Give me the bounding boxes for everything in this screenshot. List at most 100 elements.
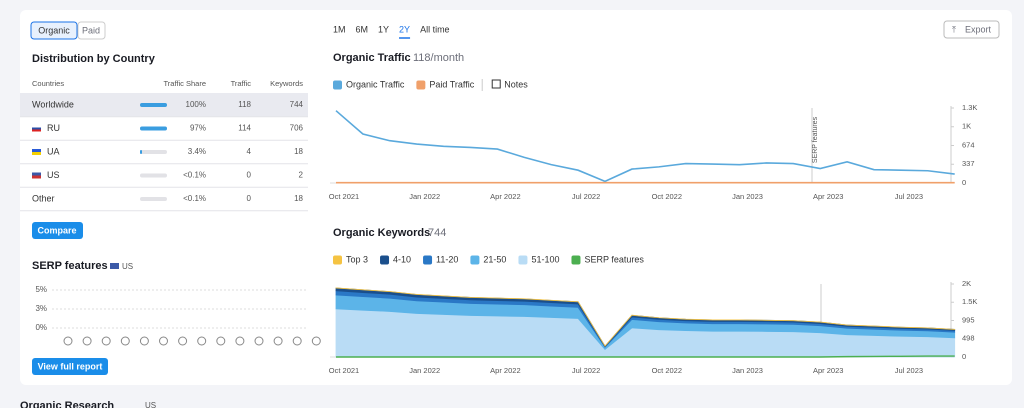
legend-checkbox[interactable] — [470, 255, 480, 265]
legend-checkbox[interactable] — [333, 255, 342, 265]
cell: 744 — [290, 100, 304, 109]
x-tick-label: Apr 2022 — [490, 192, 520, 201]
y-tick-label: 2K — [962, 279, 971, 288]
share-track — [140, 173, 167, 178]
y-tick-label: 674 — [962, 140, 975, 149]
legend-label[interactable]: SERP features — [584, 254, 644, 264]
column-header: Countries — [32, 79, 64, 88]
tab-label[interactable]: Organic — [38, 25, 70, 35]
legend-label[interactable]: Top 3 — [346, 254, 368, 264]
period-tab[interactable]: All time — [420, 24, 450, 34]
compare-button[interactable] — [32, 222, 83, 239]
x-tick-label: Jul 2022 — [572, 192, 600, 201]
icon — [178, 336, 188, 346]
chart-title: Organic Traffic — [333, 52, 411, 64]
x-tick-label: Apr 2023 — [813, 366, 843, 375]
chart-subtitle: 744 — [428, 227, 446, 239]
period-tab[interactable]: 2Y — [399, 24, 410, 34]
button-label[interactable]: Compare — [37, 225, 76, 235]
icon — [254, 336, 264, 346]
cell: 4 — [247, 147, 252, 156]
y-tick-label: 0 — [962, 352, 966, 361]
full-report-button[interactable] — [32, 358, 108, 375]
country: Worldwide — [32, 99, 74, 109]
share-bar — [140, 103, 167, 107]
flag — [32, 152, 41, 155]
section-title: SERP features — [32, 260, 108, 272]
tick-label: 3% — [35, 304, 47, 313]
period-tab[interactable]: 6M — [356, 24, 369, 34]
legend-label[interactable]: Paid Traffic — [429, 79, 474, 89]
x-tick-label: Jan 2022 — [409, 192, 440, 201]
cell: 2 — [299, 171, 304, 180]
icon — [273, 336, 283, 346]
country: RU — [47, 123, 60, 133]
button-label[interactable]: Export — [965, 24, 992, 34]
cell: 706 — [290, 124, 304, 133]
legend-checkbox[interactable] — [423, 255, 433, 265]
tab-label[interactable]: Paid — [82, 25, 100, 35]
cell: 3.4% — [188, 147, 206, 156]
y-tick-label: 498 — [962, 334, 975, 343]
tab-organic[interactable] — [30, 21, 78, 40]
x-tick-label: Jul 2023 — [895, 192, 923, 201]
chart-title: Organic Keywords — [333, 227, 430, 239]
cell: 18 — [294, 147, 303, 156]
stacked-area — [335, 287, 956, 347]
export-button[interactable] — [943, 20, 1000, 39]
x-tick-label: Apr 2022 — [490, 366, 520, 375]
legend-checkbox[interactable] — [333, 80, 342, 90]
icon — [197, 336, 207, 346]
y-tick-label: 1.5K — [962, 297, 977, 306]
legend-checkbox[interactable] — [518, 255, 528, 265]
cell: 18 — [294, 194, 303, 203]
legend-label[interactable]: 21-50 — [483, 254, 506, 264]
legend-checkbox[interactable] — [571, 255, 581, 265]
icon — [101, 336, 111, 346]
country: US — [47, 170, 60, 180]
tab-paid[interactable] — [77, 21, 106, 40]
annotation: SERP features — [812, 116, 819, 163]
series-line — [336, 355, 955, 358]
icon — [292, 336, 302, 346]
flag — [32, 125, 41, 128]
y-tick-label: 995 — [962, 315, 975, 324]
cell: <0.1% — [183, 194, 206, 203]
footer-title: Organic Research — [20, 400, 114, 408]
export-icon[interactable]: ⤒ — [952, 24, 956, 34]
cell: <0.1% — [183, 171, 206, 180]
flag — [32, 175, 41, 179]
icon — [120, 336, 130, 346]
button-label[interactable]: View full report — [38, 361, 103, 371]
flag — [110, 263, 119, 269]
notes[interactable]: Notes — [504, 79, 528, 89]
flag — [32, 149, 41, 152]
column-header: Traffic — [231, 79, 252, 88]
column-header: Traffic Share — [163, 79, 206, 88]
flag — [32, 129, 41, 132]
share-bar — [140, 150, 142, 154]
cell: 0 — [247, 194, 252, 203]
legend-checkbox[interactable] — [380, 255, 390, 265]
share-bar — [140, 126, 167, 131]
flag — [32, 172, 41, 176]
period-tab[interactable]: 1M — [333, 24, 346, 34]
period-tab[interactable]: 1Y — [378, 24, 389, 34]
icon — [82, 336, 92, 346]
legend-label[interactable]: 11-20 — [436, 254, 458, 264]
x-tick-label: Oct 2022 — [652, 192, 682, 201]
cell: 118 — [238, 100, 251, 109]
y-tick-label: 0 — [962, 178, 966, 187]
tick-label: 0% — [35, 323, 47, 332]
x-tick-label: Jul 2022 — [572, 366, 600, 375]
legend-label[interactable]: 51-100 — [531, 254, 559, 264]
x-tick-label: Apr 2023 — [813, 192, 843, 201]
icon — [159, 336, 168, 346]
legend-label[interactable]: Organic Traffic — [346, 79, 405, 89]
column-header: Keywords — [270, 79, 303, 88]
x-tick-label: Jan 2023 — [732, 366, 763, 375]
country: Other — [32, 193, 55, 203]
legend-checkbox[interactable] — [416, 80, 426, 90]
legend-label[interactable]: 4-10 — [393, 254, 411, 264]
